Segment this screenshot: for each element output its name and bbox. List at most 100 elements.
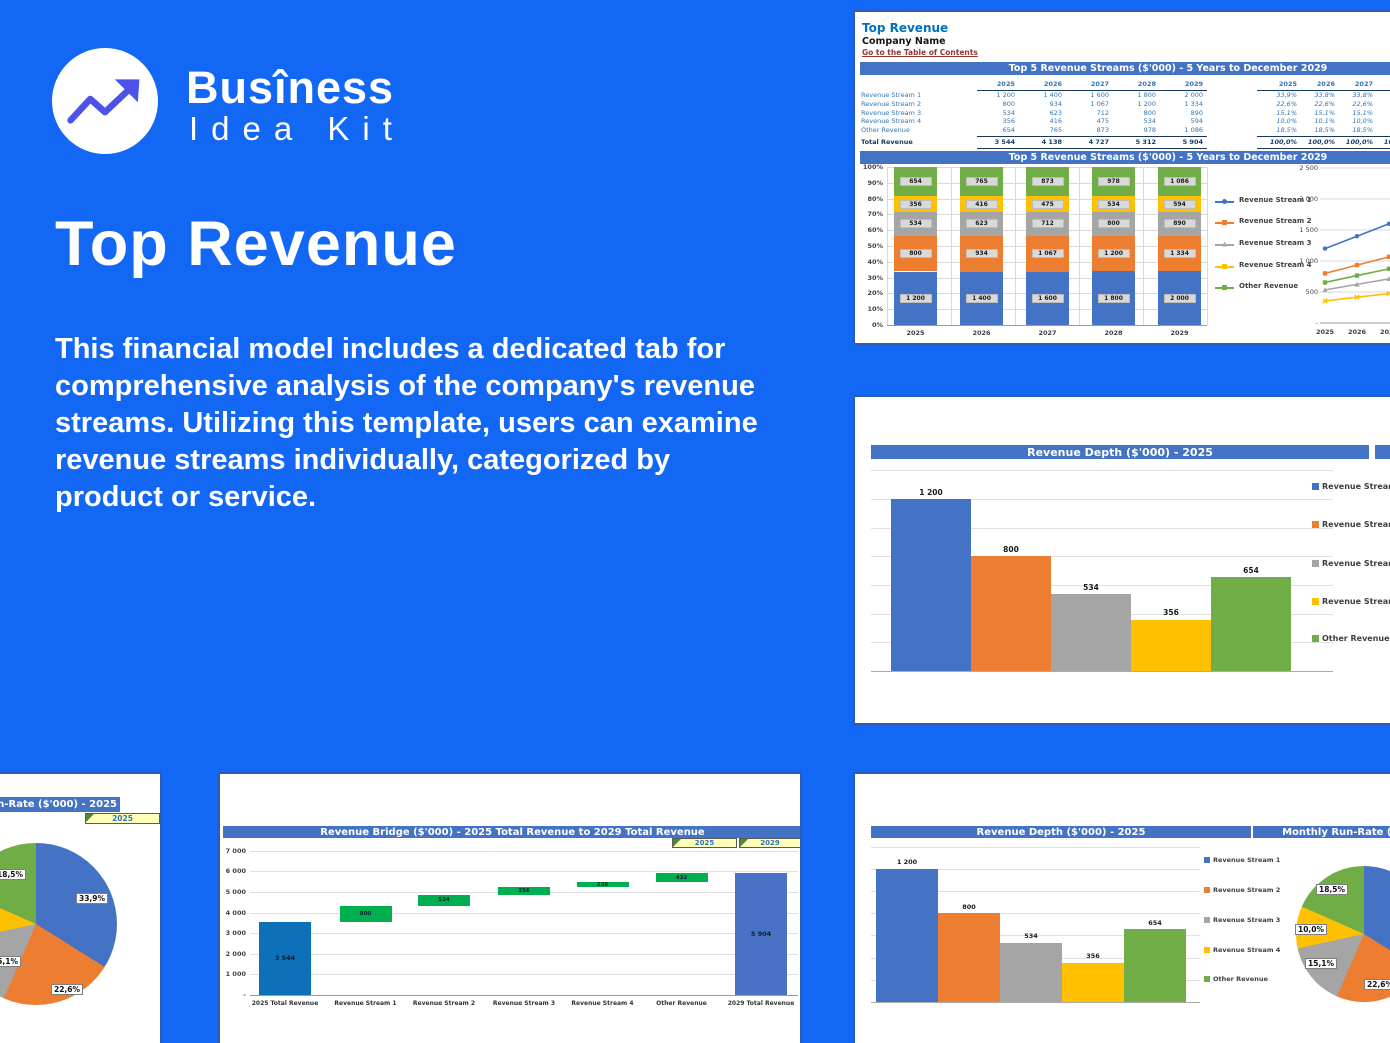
pie-data-label: 22,6% bbox=[51, 983, 83, 995]
y-tick-label: 100% bbox=[862, 163, 883, 171]
y-tick-label: 1 000 bbox=[1299, 257, 1318, 265]
page-title: Top Revenue bbox=[55, 209, 457, 279]
trend-arrow-icon bbox=[64, 58, 146, 144]
data-label: 475 bbox=[1031, 199, 1064, 209]
panel-monthly-run-rate: Monthly Run-Rate ($'000) - 2025 2025 33,… bbox=[0, 772, 162, 1043]
x-tick-label: Revenue Stream 1 bbox=[334, 1000, 397, 1007]
table-cell-pct: 10,1% bbox=[1375, 117, 1390, 126]
data-label: 2 000 bbox=[1163, 293, 1196, 303]
y-tick-label: 80% bbox=[867, 194, 883, 203]
x-tick-label: Revenue Stream 2 bbox=[412, 1000, 476, 1007]
grid-line bbox=[887, 325, 1207, 326]
table-cell: 594 bbox=[1190, 117, 1203, 126]
chart-title-bar: Revenue Depth ($'000) - 2025 bbox=[871, 445, 1369, 459]
pie-data-label: 15,1% bbox=[1305, 957, 1337, 969]
data-label: 654 bbox=[1243, 565, 1259, 575]
data-label: 765 bbox=[965, 177, 998, 187]
table-cell: 1 200 bbox=[996, 91, 1015, 99]
year-dropdown[interactable]: 2025 bbox=[85, 813, 160, 824]
grid-line bbox=[977, 89, 1207, 91]
grid-line bbox=[871, 846, 1200, 848]
table-cell: 890 bbox=[1190, 108, 1203, 117]
data-label: 890 bbox=[1163, 219, 1196, 229]
x-tick-label: 2029 Total Revenue bbox=[727, 1000, 795, 1007]
legend-label: Revenue Stream 4 bbox=[1322, 596, 1390, 606]
table-cell-pct: 18,5% bbox=[1276, 126, 1297, 135]
x-tick-label: 2027 bbox=[1038, 329, 1057, 337]
legend-marker bbox=[1312, 598, 1319, 605]
data-label: 978 bbox=[1097, 177, 1130, 187]
table-col-header: 2028 bbox=[1375, 80, 1390, 88]
y-tick-label: 1 500 bbox=[1299, 226, 1318, 234]
table-total-cell: 5 312 bbox=[1135, 138, 1156, 146]
grid-line bbox=[871, 935, 1200, 937]
legend-label: Revenue Stream 1 bbox=[1322, 481, 1390, 491]
grid-line-v bbox=[951, 167, 952, 325]
logo bbox=[52, 48, 158, 154]
data-label: 1 086 bbox=[1163, 177, 1196, 187]
grid-line bbox=[250, 850, 798, 852]
bar bbox=[1131, 619, 1211, 671]
y-tick-label: 40% bbox=[867, 257, 883, 266]
x-tick-label: Revenue Stream 3 bbox=[492, 1000, 556, 1007]
y-tick-label: 60% bbox=[867, 226, 883, 235]
dropdown-value: 2029 bbox=[760, 838, 780, 847]
table-col-header: 2029 bbox=[1184, 80, 1203, 88]
grid-line-v bbox=[1143, 167, 1144, 325]
data-label: 416 bbox=[965, 199, 998, 209]
grid-line bbox=[250, 912, 798, 914]
pie-data-label: 33,9% bbox=[76, 892, 108, 904]
legend-label: Revenue Stream 4 bbox=[1213, 945, 1281, 954]
data-label: 432 bbox=[675, 874, 688, 881]
legend-label: Other Revenue bbox=[1322, 633, 1390, 643]
data-label: 1 800 bbox=[1097, 293, 1130, 303]
line-chart bbox=[1320, 167, 1390, 324]
year-from-dropdown[interactable]: 2025 bbox=[672, 838, 737, 848]
data-label: 1 200 bbox=[919, 487, 943, 497]
table-cell-pct: 22,6% bbox=[1314, 99, 1335, 108]
table-col-header: 2026 bbox=[1316, 80, 1335, 88]
grid-line bbox=[1257, 89, 1390, 91]
table-of-contents-link[interactable]: Go to the Table of Contents bbox=[862, 48, 978, 57]
table-cell: 416 bbox=[1049, 117, 1062, 126]
bar bbox=[971, 556, 1051, 671]
grid-line bbox=[250, 995, 798, 996]
legend-label: Other Revenue bbox=[1213, 974, 1268, 983]
data-label: 1 200 bbox=[1097, 249, 1130, 259]
data-label: 534 bbox=[1024, 932, 1038, 941]
grid-line bbox=[871, 913, 1200, 915]
table-col-header: 2026 bbox=[1043, 80, 1062, 88]
bar bbox=[1062, 962, 1124, 1002]
chart-title-bar: Top 5 Revenue Streams ($'000) - 5 Years … bbox=[860, 151, 1390, 164]
y-tick-label: 2 000 bbox=[1299, 195, 1318, 203]
pie-data-label: 10,0% bbox=[1295, 923, 1327, 935]
table-cell: 534 bbox=[1143, 117, 1156, 126]
table-cell: 475 bbox=[1096, 117, 1109, 126]
pie-data-label: 18,5% bbox=[1316, 883, 1348, 895]
legend-marker bbox=[1222, 241, 1227, 247]
y-tick-label: 50% bbox=[867, 242, 883, 250]
company-name: Company Name bbox=[862, 36, 946, 47]
chart-title-bar-stub bbox=[1375, 445, 1390, 459]
dropdown-corner-icon bbox=[740, 839, 748, 847]
data-label: 654 bbox=[899, 177, 932, 187]
table-total-cell-pct: 100,0% bbox=[1269, 138, 1297, 146]
year-to-dropdown[interactable]: 2029 bbox=[739, 838, 800, 848]
table-cell-pct: 15,1% bbox=[1375, 109, 1390, 118]
table-cell-pct: 33,9% bbox=[1375, 91, 1390, 100]
table-cell: 873 bbox=[1096, 126, 1109, 135]
data-label: 238 bbox=[596, 881, 609, 888]
table-cell: 1 334 bbox=[1184, 99, 1203, 108]
pie-chart bbox=[0, 843, 117, 1005]
y-tick-label: 3 000 bbox=[225, 929, 246, 938]
legend-label: Revenue Stream 2 bbox=[1239, 217, 1312, 225]
table-total-cell: 5 904 bbox=[1182, 138, 1203, 146]
legend-marker bbox=[1204, 917, 1210, 923]
table-cell: 800 bbox=[1143, 108, 1156, 117]
grid-line bbox=[871, 671, 1333, 672]
grid-line bbox=[250, 871, 798, 873]
x-tick-label: 2025 bbox=[906, 329, 925, 337]
table-cell-pct: 10,0% bbox=[1352, 117, 1373, 126]
grid-line bbox=[1257, 136, 1390, 137]
